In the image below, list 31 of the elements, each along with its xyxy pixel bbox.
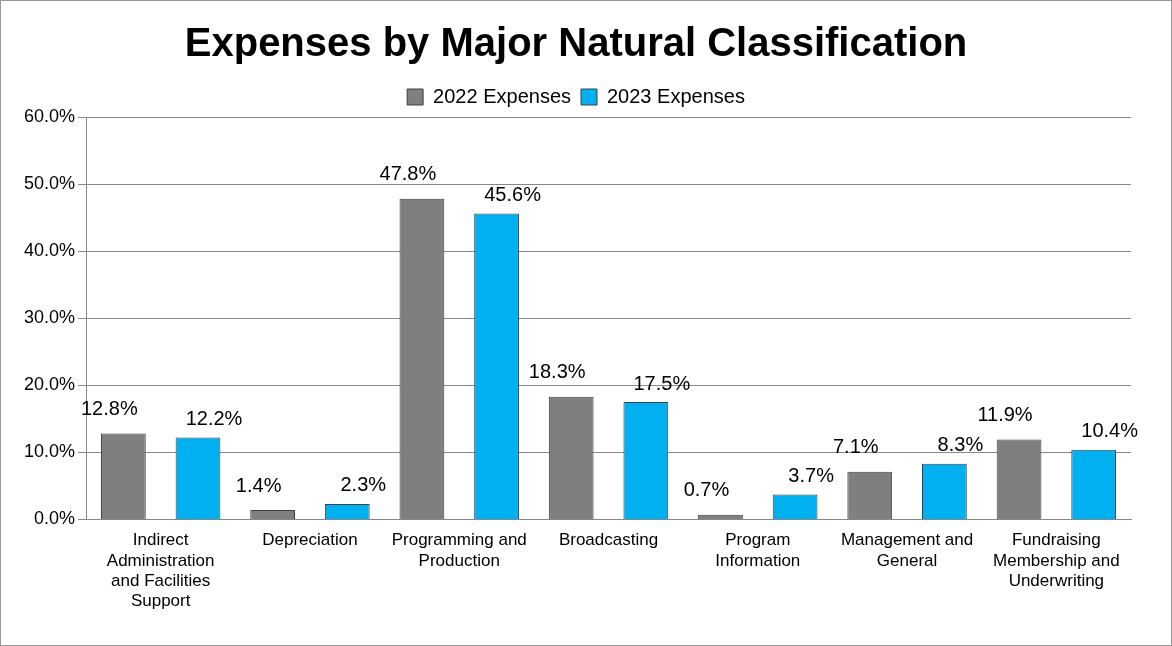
data-label: 17.5% — [633, 371, 691, 394]
x-tick-label: Broadcasting — [558, 530, 659, 550]
y-tick-label: 60.0% — [23, 105, 76, 126]
x-tick-label: Fundraising Membership and Underwriting — [993, 530, 1120, 591]
y-tick-label: 30.0% — [23, 307, 76, 328]
data-label: 0.7% — [683, 478, 730, 501]
data-label: 10.4% — [1081, 419, 1139, 442]
data-label: 11.9% — [977, 403, 1033, 426]
data-label: 2.3% — [340, 473, 387, 496]
x-tick-label: Depreciation — [262, 530, 358, 550]
data-label: 3.7% — [788, 464, 835, 487]
x-tick-label: Indirect Administration and Facilities Support — [106, 530, 215, 611]
data-label: 1.4% — [235, 473, 282, 496]
legend-label: 2022 Expenses — [433, 84, 572, 107]
y-tick-label: 40.0% — [23, 240, 76, 261]
data-label: 45.6% — [484, 183, 542, 206]
data-label: 8.3% — [937, 433, 984, 456]
data-label: 12.2% — [185, 407, 243, 430]
data-label: 18.3% — [528, 360, 586, 383]
data-label: 47.8% — [379, 162, 437, 185]
data-label: 7.1% — [832, 435, 879, 458]
y-tick-label: 0.0% — [34, 508, 76, 529]
y-tick-label: 50.0% — [23, 173, 76, 194]
x-tick-label: Programming and Production — [391, 530, 527, 570]
x-tick-label: Program Information — [715, 530, 801, 570]
x-tick-label: Management and General — [840, 530, 974, 570]
chart-title: Expenses by Major Natural Classification — [184, 20, 968, 65]
y-tick-label: 10.0% — [23, 441, 76, 462]
legend-label: 2023 Expenses — [607, 84, 745, 107]
y-tick-label: 20.0% — [23, 374, 76, 395]
data-label: 12.8% — [81, 397, 138, 420]
